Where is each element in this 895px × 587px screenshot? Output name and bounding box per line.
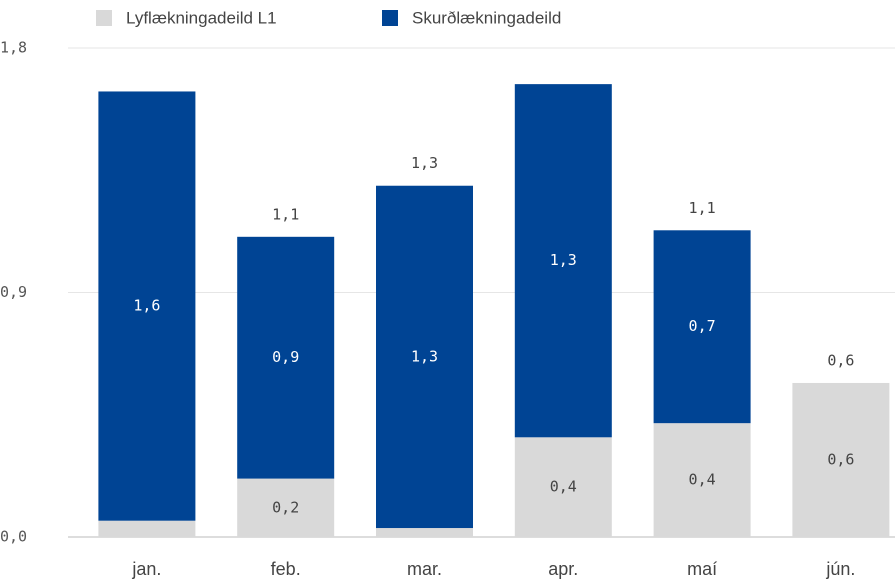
bar-segment	[98, 520, 196, 537]
data-label: 1,6	[133, 297, 160, 315]
data-label: 0,2	[272, 498, 299, 516]
y-tick-label: 0,9	[0, 283, 27, 301]
bar-segment	[653, 230, 751, 424]
bar-segment	[376, 185, 473, 529]
data-label: 0,4	[689, 471, 716, 489]
legend-label: Skurðlækningadeild	[412, 8, 561, 27]
x-tick-label: feb.	[271, 559, 301, 579]
bar-segment	[792, 382, 890, 537]
y-tick-label: 0,0	[0, 528, 27, 546]
total-label: 0,6	[827, 351, 854, 369]
bar-segment	[376, 528, 473, 537]
data-label: 0,9	[272, 348, 299, 366]
x-tick-label: apr.	[548, 559, 578, 579]
x-tick-label: mar.	[407, 559, 442, 579]
bar-segment	[237, 236, 335, 479]
data-label: 0,7	[689, 317, 716, 335]
bar-segment	[653, 423, 751, 537]
bar-segment	[98, 91, 196, 521]
x-tick-label: maí	[687, 559, 717, 579]
bar-segment	[514, 84, 612, 438]
total-label: 1,3	[411, 154, 438, 172]
total-label: 1,1	[689, 199, 716, 217]
x-tick-label: jún.	[825, 559, 855, 579]
bar-segment	[237, 478, 335, 537]
total-label: 1,1	[272, 205, 299, 223]
bar-segment	[514, 437, 612, 537]
data-label: 1,3	[550, 251, 577, 269]
data-label: 1,3	[411, 347, 438, 365]
legend-swatch	[382, 10, 398, 26]
legend-swatch	[96, 10, 112, 26]
x-tick-label: jan.	[131, 559, 161, 579]
legend-label: Lyflækningadeild L1	[126, 8, 277, 27]
data-label: 0,6	[827, 450, 854, 468]
y-tick-label: 1,8	[0, 39, 27, 57]
data-label: 0,4	[550, 478, 577, 496]
